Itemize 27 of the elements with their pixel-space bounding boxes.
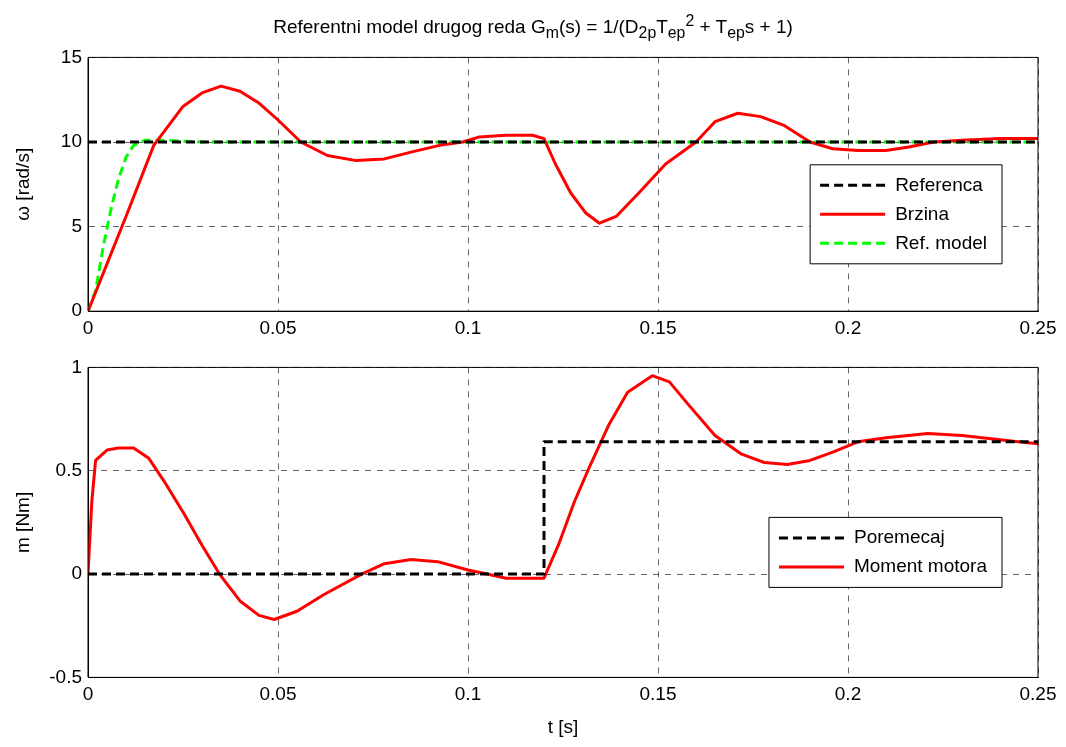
x-tick-label: 0.05 — [259, 683, 297, 705]
x-tick-label: 0.05 — [259, 316, 297, 338]
y-tick-label: 15 — [60, 45, 82, 67]
y-tick-label: 10 — [60, 130, 82, 152]
x-tick-label: 0.1 — [454, 683, 482, 705]
y-tick-label: 1 — [71, 355, 82, 377]
legend-label: Poremecaj — [853, 526, 945, 548]
x-tick-label: 0.15 — [639, 683, 677, 705]
legend-label: Ref. model — [895, 231, 987, 253]
x-tick-label: 0.25 — [1019, 683, 1057, 705]
y-axis-title: ω [rad/s] — [11, 147, 33, 221]
x-axis-title: t [s] — [547, 715, 579, 737]
legend-label: Brzina — [895, 202, 950, 224]
x-tick-label: 0.25 — [1019, 316, 1057, 338]
chart-title: Referentni model drugog reda G$_{m}$(s) = 1/(D$_{2p}$T$_{ep}$$^{2}$ + T$_{ep}$s + 1) — [273, 12, 793, 42]
y-tick-label: -0.5 — [49, 665, 82, 687]
legend-label: Referenca — [895, 173, 984, 195]
y-tick-label: 0 — [71, 299, 82, 321]
legend-label: Moment motora — [853, 555, 988, 577]
x-tick-label: 0.15 — [639, 316, 677, 338]
x-tick-label: 0.2 — [834, 316, 862, 338]
x-tick-label: 0.2 — [834, 683, 862, 705]
y-tick-label: 0 — [71, 562, 82, 584]
y-axis-title: m [Nm] — [11, 491, 33, 554]
x-tick-label: 0.1 — [454, 316, 482, 338]
y-tick-label: 5 — [71, 214, 82, 236]
y-tick-label: 0.5 — [55, 458, 82, 480]
